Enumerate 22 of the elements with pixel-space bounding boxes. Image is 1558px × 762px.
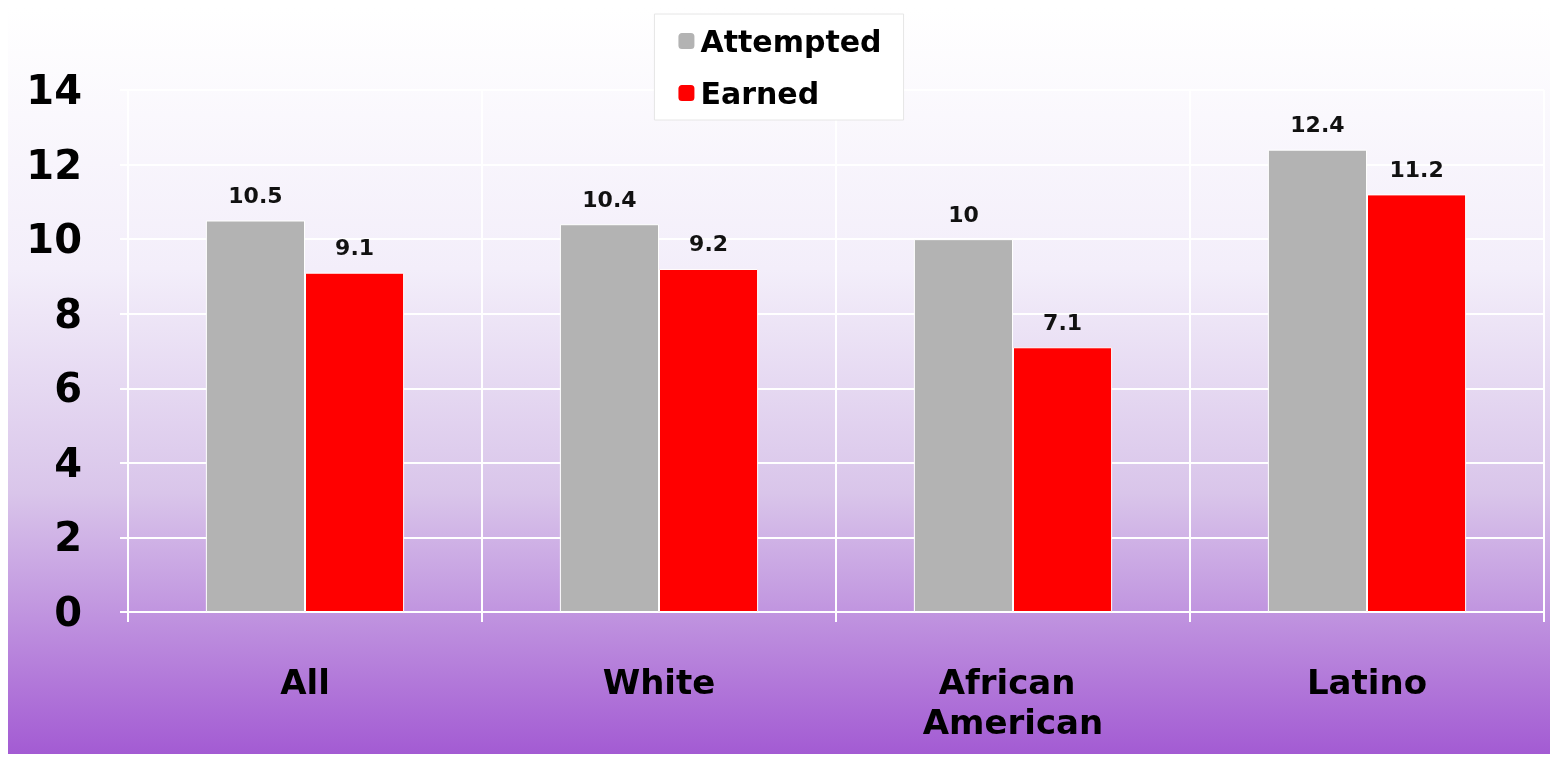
- data-label: 7.1: [1043, 309, 1083, 335]
- y-tick-label: 8: [54, 290, 82, 337]
- data-label: 10.5: [228, 183, 283, 208]
- data-label: 9.1: [335, 235, 375, 261]
- legend-label: Attempted: [700, 23, 882, 59]
- y-tick-label: 6: [54, 365, 82, 412]
- x-tick-label: All: [280, 662, 330, 702]
- data-label: 11.2: [1389, 156, 1444, 182]
- y-tick-label: 0: [54, 589, 82, 635]
- x-tick-label: White: [602, 662, 716, 702]
- y-tick-label: 2: [54, 514, 82, 561]
- x-tick-label: African American: [922, 662, 1104, 742]
- x-tick-label: Latino: [1306, 662, 1428, 702]
- legend-label: Earned: [700, 75, 820, 111]
- data-label: 12.4: [1290, 112, 1345, 138]
- y-tick-label: 12: [26, 141, 82, 188]
- data-label: 10.4: [582, 186, 637, 212]
- y-tick-label: 10: [26, 216, 82, 263]
- y-tick-label: 14: [26, 67, 82, 113]
- data-label: 9.2: [689, 231, 729, 257]
- y-tick-label: 4: [54, 439, 82, 486]
- data-label: 10: [948, 201, 979, 227]
